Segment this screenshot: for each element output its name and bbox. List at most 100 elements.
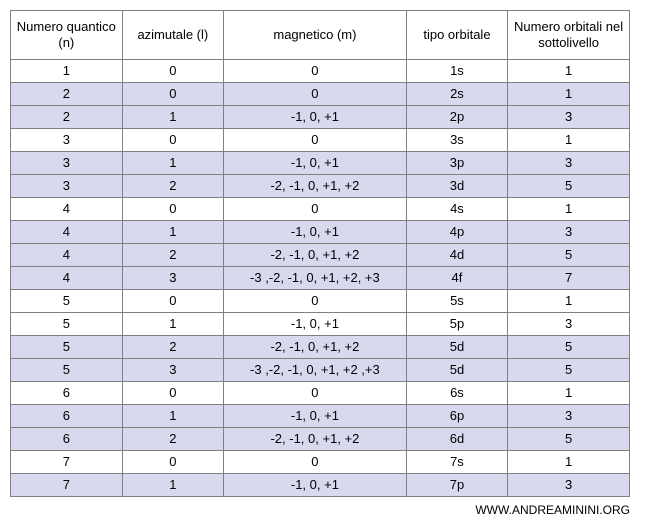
- cell-orbitali: 3: [508, 221, 630, 244]
- cell-m: -1, 0, +1: [224, 474, 407, 497]
- table-row: 71-1, 0, +17p3: [11, 474, 630, 497]
- cell-m: -3 ,-2, -1, 0, +1, +2 ,+3: [224, 359, 407, 382]
- cell-m: -3 ,-2, -1, 0, +1, +2, +3: [224, 267, 407, 290]
- cell-orbitali: 3: [508, 152, 630, 175]
- cell-tipo: 2s: [406, 83, 507, 106]
- cell-l: 3: [122, 359, 223, 382]
- cell-tipo: 6p: [406, 405, 507, 428]
- cell-l: 0: [122, 83, 223, 106]
- table-row: 51-1, 0, +15p3: [11, 313, 630, 336]
- cell-m: 0: [224, 129, 407, 152]
- table-row: 6006s1: [11, 382, 630, 405]
- cell-n: 6: [11, 382, 123, 405]
- cell-l: 3: [122, 267, 223, 290]
- cell-n: 4: [11, 221, 123, 244]
- cell-m: 0: [224, 451, 407, 474]
- cell-l: 2: [122, 428, 223, 451]
- cell-tipo: 5d: [406, 359, 507, 382]
- table-row: 41-1, 0, +14p3: [11, 221, 630, 244]
- cell-orbitali: 5: [508, 359, 630, 382]
- table-row: 32-2, -1, 0, +1, +23d5: [11, 175, 630, 198]
- cell-tipo: 3p: [406, 152, 507, 175]
- cell-n: 6: [11, 428, 123, 451]
- cell-m: 0: [224, 382, 407, 405]
- cell-n: 7: [11, 474, 123, 497]
- cell-tipo: 1s: [406, 60, 507, 83]
- cell-n: 2: [11, 106, 123, 129]
- cell-m: 0: [224, 290, 407, 313]
- cell-orbitali: 1: [508, 83, 630, 106]
- cell-l: 0: [122, 60, 223, 83]
- cell-l: 1: [122, 106, 223, 129]
- cell-orbitali: 3: [508, 474, 630, 497]
- quantum-numbers-table: Numero quantico (n) azimutale (l) magnet…: [10, 10, 630, 497]
- cell-l: 0: [122, 382, 223, 405]
- cell-l: 1: [122, 152, 223, 175]
- cell-n: 3: [11, 175, 123, 198]
- cell-orbitali: 5: [508, 336, 630, 359]
- cell-tipo: 7s: [406, 451, 507, 474]
- cell-m: 0: [224, 83, 407, 106]
- cell-tipo: 3d: [406, 175, 507, 198]
- table-row: 7007s1: [11, 451, 630, 474]
- table-row: 43-3 ,-2, -1, 0, +1, +2, +34f7: [11, 267, 630, 290]
- table-row: 21-1, 0, +12p3: [11, 106, 630, 129]
- table-row: 62-2, -1, 0, +1, +26d5: [11, 428, 630, 451]
- cell-orbitali: 1: [508, 382, 630, 405]
- cell-orbitali: 1: [508, 198, 630, 221]
- cell-orbitali: 3: [508, 106, 630, 129]
- cell-tipo: 7p: [406, 474, 507, 497]
- cell-m: -1, 0, +1: [224, 152, 407, 175]
- cell-orbitali: 1: [508, 60, 630, 83]
- cell-n: 3: [11, 129, 123, 152]
- table-row: 1001s1: [11, 60, 630, 83]
- cell-tipo: 4p: [406, 221, 507, 244]
- cell-m: 0: [224, 60, 407, 83]
- cell-m: -2, -1, 0, +1, +2: [224, 336, 407, 359]
- table-row: 3003s1: [11, 129, 630, 152]
- table-row: 2002s1: [11, 83, 630, 106]
- table-body: 1001s12002s121-1, 0, +12p33003s131-1, 0,…: [11, 60, 630, 497]
- cell-orbitali: 1: [508, 451, 630, 474]
- cell-n: 6: [11, 405, 123, 428]
- cell-l: 2: [122, 244, 223, 267]
- header-orbitali: Numero orbitali nel sottolivello: [508, 11, 630, 60]
- cell-tipo: 3s: [406, 129, 507, 152]
- cell-l: 0: [122, 451, 223, 474]
- table-row: 31-1, 0, +13p3: [11, 152, 630, 175]
- cell-orbitali: 5: [508, 244, 630, 267]
- cell-l: 1: [122, 221, 223, 244]
- cell-m: -2, -1, 0, +1, +2: [224, 175, 407, 198]
- header-m: magnetico (m): [224, 11, 407, 60]
- cell-orbitali: 5: [508, 428, 630, 451]
- cell-l: 2: [122, 336, 223, 359]
- cell-m: -2, -1, 0, +1, +2: [224, 244, 407, 267]
- cell-orbitali: 1: [508, 290, 630, 313]
- cell-l: 0: [122, 290, 223, 313]
- table-row: 5005s1: [11, 290, 630, 313]
- cell-tipo: 2p: [406, 106, 507, 129]
- cell-n: 5: [11, 359, 123, 382]
- cell-tipo: 5d: [406, 336, 507, 359]
- cell-l: 0: [122, 129, 223, 152]
- cell-n: 7: [11, 451, 123, 474]
- cell-n: 5: [11, 290, 123, 313]
- cell-m: -1, 0, +1: [224, 221, 407, 244]
- table-row: 61-1, 0, +16p3: [11, 405, 630, 428]
- table-row: 52-2, -1, 0, +1, +25d5: [11, 336, 630, 359]
- cell-orbitali: 3: [508, 313, 630, 336]
- table-row: 42-2, -1, 0, +1, +24d5: [11, 244, 630, 267]
- cell-n: 5: [11, 336, 123, 359]
- cell-tipo: 5s: [406, 290, 507, 313]
- cell-m: -1, 0, +1: [224, 313, 407, 336]
- cell-m: 0: [224, 198, 407, 221]
- cell-n: 5: [11, 313, 123, 336]
- table-row: 4004s1: [11, 198, 630, 221]
- header-tipo: tipo orbitale: [406, 11, 507, 60]
- cell-n: 4: [11, 244, 123, 267]
- footer-credit: WWW.ANDREAMININI.ORG: [10, 503, 630, 517]
- cell-tipo: 4d: [406, 244, 507, 267]
- cell-n: 4: [11, 267, 123, 290]
- cell-n: 2: [11, 83, 123, 106]
- cell-n: 4: [11, 198, 123, 221]
